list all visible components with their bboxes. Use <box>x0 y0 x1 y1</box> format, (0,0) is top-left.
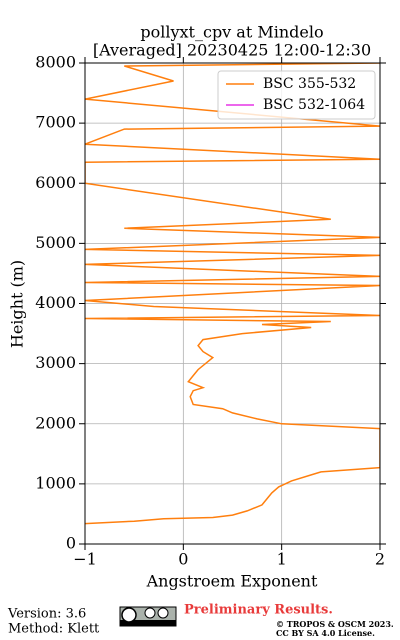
x-tick-label: 2 <box>375 550 385 569</box>
x-tick-label: −1 <box>73 550 97 569</box>
y-tick-label: 2000 <box>35 413 76 432</box>
legend-label: BSC 532-1064 <box>263 97 365 113</box>
y-tick-label: 6000 <box>35 173 76 192</box>
plot-frame <box>84 62 381 545</box>
legend-box <box>217 70 376 120</box>
chart-subtitle: [Averaged] 20230425 12:00-12:30 <box>93 41 371 60</box>
version: Version: 3.6 <box>7 607 86 622</box>
x-axis-label: Angstroem Exponent <box>146 572 318 591</box>
y-tick-label: 8000 <box>35 53 76 72</box>
y-tick-label: 3000 <box>35 353 76 372</box>
status: Preliminary Results. <box>184 603 333 618</box>
y-tick-label: 4000 <box>35 293 76 312</box>
y-tick-label: 1000 <box>35 473 76 492</box>
license: CC BY SA 4.0 License. <box>276 628 375 638</box>
x-tick-label: 1 <box>277 550 287 569</box>
profile-line <box>85 63 380 525</box>
y-tick-label: 5000 <box>35 233 76 252</box>
y-tick-label: 0 <box>66 534 76 553</box>
x-tick-label: 0 <box>178 550 188 569</box>
y-axis-label: Height (m) <box>8 260 27 348</box>
y-tick-label: 7000 <box>35 113 76 132</box>
method: Method: Klett <box>8 622 100 637</box>
plot-area <box>85 63 380 525</box>
chart-title: pollyxt_cpv at Mindelo <box>140 23 323 42</box>
cc-logo <box>119 606 177 627</box>
copyright: © TROPOS & OSCM 2023. <box>276 619 394 629</box>
legend-label: BSC 355-532 <box>263 76 356 92</box>
